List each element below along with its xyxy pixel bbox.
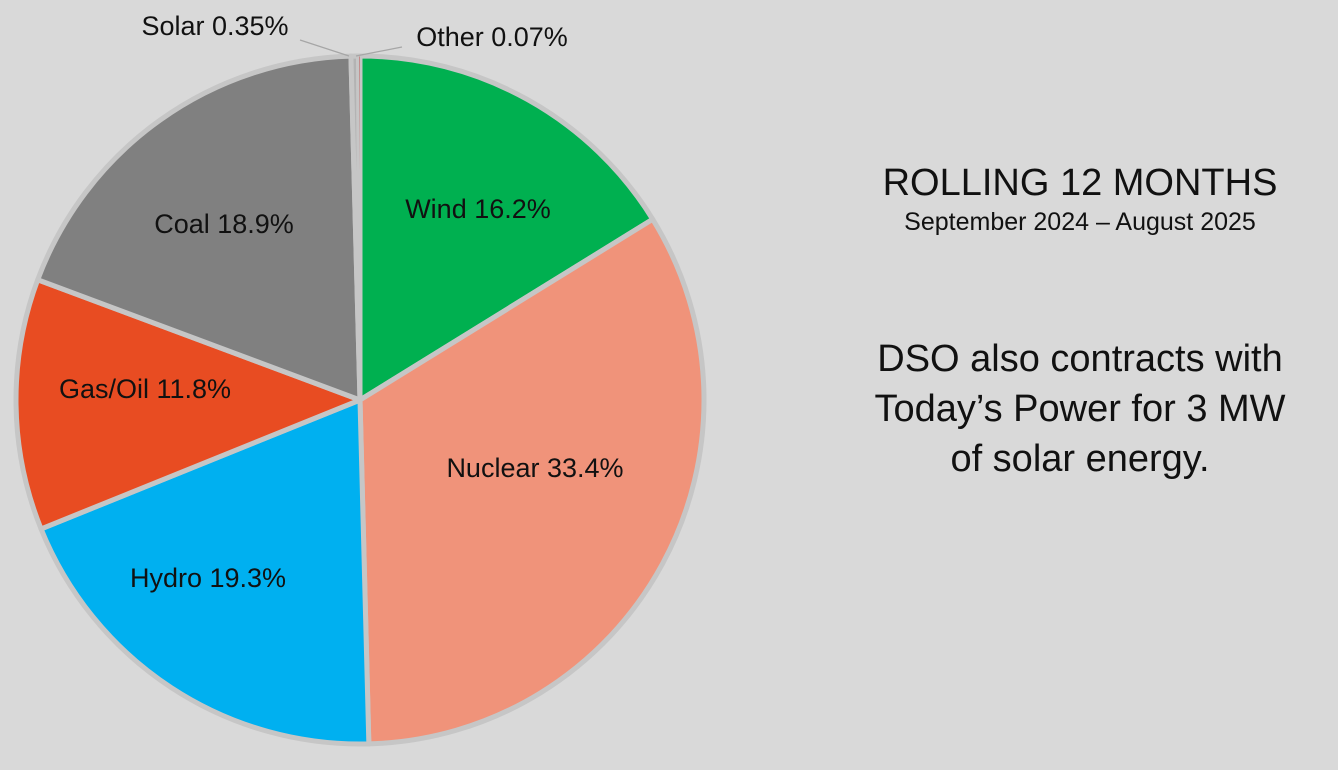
slice-labels: Wind 16.2% Nuclear 33.4% Hydro 19.3% Gas/Oi… bbox=[59, 11, 624, 593]
slice-label-coal: Coal 18.9% bbox=[154, 209, 294, 239]
leader-line-solar bbox=[299, 39, 350, 57]
slice-label-gas-oil: Gas/Oil 11.8% bbox=[59, 374, 231, 404]
panel-note-line: DSO also contracts with bbox=[877, 338, 1283, 380]
pie-slice-wind bbox=[357, 53, 656, 403]
slice-label-hydro: Hydro 19.3% bbox=[130, 563, 286, 593]
leader-line-other bbox=[355, 46, 403, 57]
slice-label-wind: Wind 16.2% bbox=[405, 194, 551, 224]
pie-chart: Wind 16.2% Nuclear 33.4% Hydro 19.3% Gas/Oi… bbox=[13, 11, 707, 747]
panel-note-line: of solar energy. bbox=[950, 438, 1210, 480]
panel-note: DSO also contracts with Today’s Power fo… bbox=[820, 334, 1338, 484]
slice-label-other: Other 0.07% bbox=[416, 22, 568, 52]
pie-slice-nuclear bbox=[357, 216, 707, 747]
pie-slice-coal bbox=[35, 53, 363, 403]
panel-subtitle: September 2024 – August 2025 bbox=[904, 208, 1256, 236]
leader-lines bbox=[299, 39, 403, 57]
side-panel: ROLLING 12 MONTHS September 2024 – Augus… bbox=[820, 160, 1338, 484]
slice-label-nuclear: Nuclear 33.4% bbox=[446, 453, 623, 483]
panel-note-line: Today’s Power for 3 MW bbox=[874, 388, 1286, 430]
panel-title: ROLLING 12 MONTHS bbox=[882, 162, 1278, 204]
pie-slice-hydro bbox=[38, 397, 372, 747]
slice-label-solar: Solar 0.35% bbox=[141, 11, 288, 41]
pie-slice-gas-oil bbox=[13, 277, 363, 532]
pie-slices bbox=[13, 53, 707, 747]
